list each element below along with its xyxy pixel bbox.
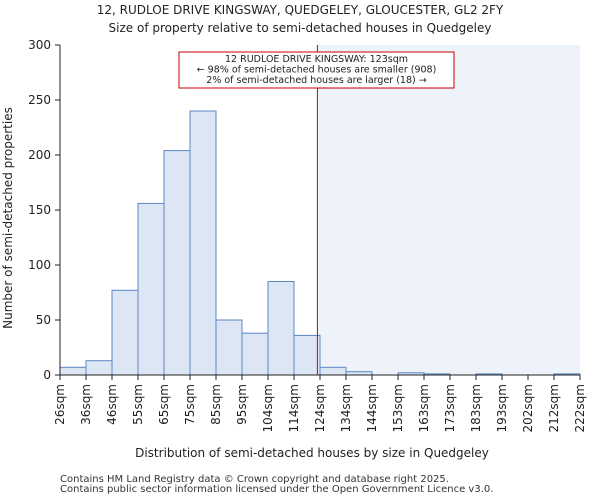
y-axis-ticks: 0 50 100 150 200 250 300: [28, 38, 60, 382]
x-axis-ticks: 26sqm 36sqm 46sqm 55sqm 65sqm 75sqm 85sqm 95sqm…: [53, 375, 587, 432]
x-tick-label: 124sqm: [313, 384, 327, 432]
y-axis-label: Number of semi-detached properties: [1, 107, 15, 329]
x-tick-label: 36sqm: [79, 384, 93, 425]
y-tick-label: 100: [28, 258, 51, 272]
annotation-rect: [178, 51, 455, 89]
annotation-box: 12 RUDLOE DRIVE KINGSWAY: 123sqm ← 98% o…: [178, 51, 455, 89]
y-tick-label: 200: [28, 148, 51, 162]
y-tick-label: 0: [43, 368, 51, 382]
bar-114sqm: [293, 334, 321, 376]
highlight-region: [317, 45, 580, 375]
x-tick-label: 75sqm: [183, 384, 197, 425]
x-tick-label: 163sqm: [417, 384, 431, 432]
bar-36sqm: [85, 360, 113, 376]
bar-75sqm: [189, 110, 217, 376]
bar-95sqm: [241, 332, 269, 376]
x-tick-label: 134sqm: [339, 384, 353, 432]
bar-85sqm: [215, 319, 243, 376]
chart-title: 12, RUDLOE DRIVE KINGSWAY, QUEDGELEY, GL…: [97, 3, 504, 17]
bar-55sqm: [137, 202, 165, 376]
x-tick-label: 85sqm: [209, 384, 223, 425]
y-tick-label: 50: [36, 313, 51, 327]
annotation-line-2: ← 98% of semi-detached houses are smalle…: [197, 65, 437, 76]
y-tick-label: 150: [28, 203, 51, 217]
x-tick-label: 46sqm: [105, 384, 119, 425]
x-tick-label: 173sqm: [443, 384, 457, 432]
x-tick-label: 183sqm: [469, 384, 483, 432]
y-tick-label: 250: [28, 93, 51, 107]
x-tick-label: 202sqm: [521, 384, 535, 432]
x-tick-label: 55sqm: [131, 384, 145, 425]
x-tick-label: 144sqm: [365, 384, 379, 432]
x-tick-label: 114sqm: [287, 384, 301, 432]
annotation-line-3: 2% of semi-detached houses are larger (1…: [206, 75, 426, 86]
bar-124sqm: [319, 366, 347, 376]
annotation-line-1: 12 RUDLOE DRIVE KINGSWAY: 123sqm: [225, 54, 408, 65]
x-tick-label: 153sqm: [391, 384, 405, 432]
y-tick-label: 300: [28, 38, 51, 52]
x-axis-label: Distribution of semi-detached houses by …: [135, 446, 489, 460]
bars: [59, 110, 581, 376]
x-tick-label: 222sqm: [573, 384, 587, 432]
bar-46sqm: [111, 289, 139, 376]
x-tick-label: 26sqm: [53, 384, 67, 425]
bar-65sqm: [163, 150, 191, 376]
footer-line-2: Contains public sector information licen…: [60, 484, 494, 495]
x-tick-label: 65sqm: [157, 384, 171, 425]
chart-subtitle: Size of property relative to semi-detach…: [109, 21, 492, 35]
bar-104sqm: [267, 281, 295, 376]
bar-26sqm: [59, 366, 87, 376]
footer-line-1: Contains HM Land Registry data © Crown c…: [60, 474, 449, 485]
x-tick-label: 212sqm: [547, 384, 561, 432]
x-tick-label: 104sqm: [261, 384, 275, 432]
x-tick-label: 193sqm: [495, 384, 509, 432]
x-tick-label: 95sqm: [235, 384, 249, 425]
